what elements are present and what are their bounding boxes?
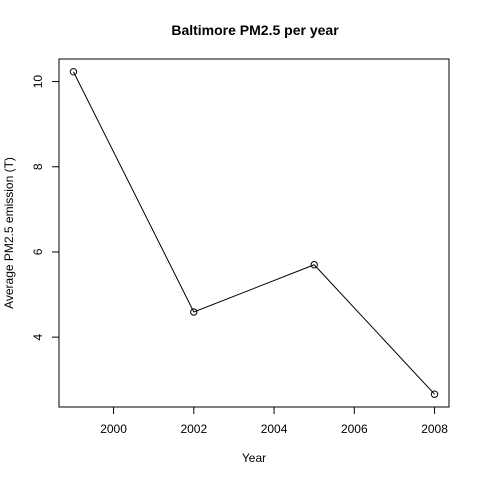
y-tick-label: 10 <box>31 75 45 89</box>
x-tick-label: 2008 <box>421 422 448 436</box>
x-tick-label: 2004 <box>261 422 288 436</box>
x-tick-label: 2002 <box>180 422 207 436</box>
y-tick-label: 6 <box>31 248 45 255</box>
series-group <box>70 69 438 398</box>
x-axis-label: Year <box>242 451 266 465</box>
chart-title: Baltimore PM2.5 per year <box>171 22 339 38</box>
y-axis: 4 6 8 10 <box>31 75 59 341</box>
plot-frame <box>59 59 449 407</box>
series-line <box>73 72 434 394</box>
x-tick-label: 2000 <box>100 422 127 436</box>
y-tick-label: 4 <box>31 333 45 340</box>
x-tick-label: 2006 <box>341 422 368 436</box>
y-tick-label: 8 <box>31 163 45 170</box>
y-axis-label: Average PM2.5 emission (T) <box>2 157 16 309</box>
x-axis: 2000 2002 2004 2006 2008 <box>100 407 448 436</box>
